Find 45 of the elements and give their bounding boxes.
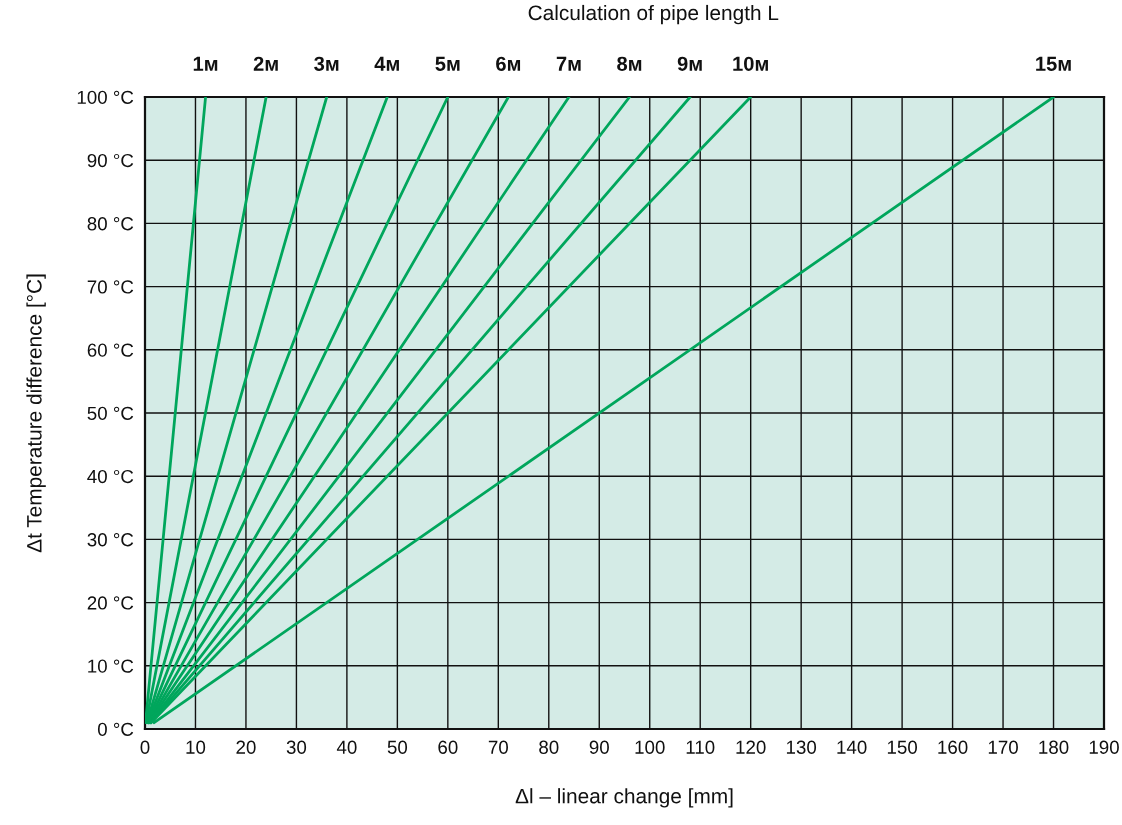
- x-tick-label: 130: [786, 740, 817, 754]
- x-tick-label: 10: [186, 740, 206, 754]
- x-tick-label: 80: [539, 740, 559, 754]
- x-tick-label: 160: [938, 740, 968, 754]
- y-tick-label: 50 °C: [87, 406, 134, 420]
- x-tick-label: 140: [837, 740, 867, 754]
- series-label: 3м: [314, 56, 339, 71]
- y-tick-label: 90 °C: [87, 153, 134, 168]
- y-tick-label: 40 °C: [87, 469, 134, 484]
- y-tick-label: 30 °C: [87, 533, 134, 547]
- series-label: 8м: [617, 56, 642, 71]
- y-tick-label: 20 °C: [87, 596, 134, 610]
- y-axis-title: Δt Temperature difference [°C]: [26, 274, 46, 553]
- series-label: 9м: [677, 56, 702, 71]
- y-tick-label: 80 °C: [87, 217, 134, 231]
- x-tick-label: 90: [589, 740, 609, 754]
- chart-title: Calculation of pipe length L: [528, 4, 779, 25]
- x-tick-label: 110: [686, 740, 715, 754]
- x-tick-label: 120: [736, 740, 766, 754]
- x-tick-label: 150: [887, 740, 918, 754]
- x-tick-label: 70: [488, 740, 509, 754]
- series-label: 2м: [253, 56, 278, 71]
- y-tick-label: 60 °C: [87, 343, 134, 357]
- series-label: 4м: [374, 56, 399, 71]
- series-label: 6м: [496, 56, 521, 71]
- series-label: 15м: [1036, 56, 1071, 71]
- x-tick-label: 100: [635, 740, 665, 754]
- y-tick-label: 0 °C: [97, 722, 134, 736]
- series-label: 1м: [193, 56, 218, 71]
- series-label: 10м: [733, 56, 768, 71]
- x-axis-title: Δl – linear change [mm]: [515, 788, 733, 808]
- series-label: 5м: [435, 56, 460, 71]
- y-tick-label: 70 °C: [87, 280, 134, 294]
- x-tick-label: 180: [1039, 740, 1069, 754]
- x-tick-label: 0: [140, 740, 150, 754]
- y-tick-label: 100 °C: [77, 90, 134, 104]
- x-tick-label: 40: [336, 740, 357, 754]
- y-tick-label: 10 °C: [88, 659, 134, 673]
- x-tick-label: 170: [988, 740, 1018, 754]
- x-tick-label: 190: [1089, 740, 1119, 754]
- x-tick-label: 60: [438, 740, 458, 754]
- x-tick-label: 50: [387, 740, 408, 754]
- x-tick-label: 30: [286, 740, 307, 754]
- x-tick-label: 20: [236, 740, 256, 754]
- series-label: 7м: [556, 56, 581, 71]
